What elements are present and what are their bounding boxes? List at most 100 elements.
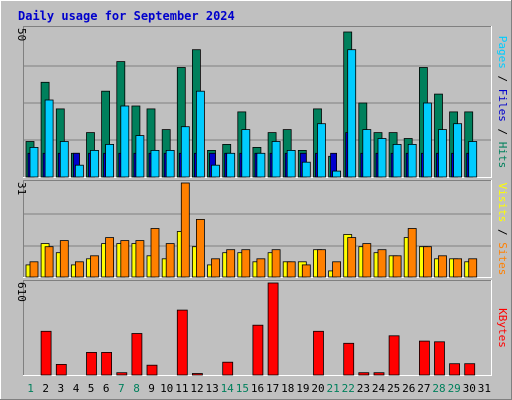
panel-pages-files-hits: 50 Pages / Files / Hits	[15, 26, 509, 178]
bar-kbytes-day-7	[116, 372, 128, 376]
bar-kbytes-day-30	[464, 363, 476, 376]
day-label-1: 1	[27, 382, 34, 395]
side-legend-: /	[496, 122, 509, 142]
bar-kbytes-day-25	[388, 335, 400, 376]
day-label-20: 20	[311, 382, 324, 395]
bar-sites-day-23	[362, 243, 372, 278]
day-label-2: 2	[42, 382, 49, 395]
side-legend-: /	[496, 69, 509, 89]
bar-pages-day-3	[59, 141, 69, 178]
side-legend-files: Files	[496, 89, 509, 122]
side-legend-kbytes: KBytes	[496, 308, 509, 348]
bar-kbytes-day-28	[434, 341, 445, 376]
bar-kbytes-day-29	[449, 363, 461, 376]
bar-kbytes-day-9	[146, 364, 158, 376]
day-label-16: 16	[251, 382, 264, 395]
bar-sites-day-15	[241, 249, 251, 278]
bar-pages-day-20	[317, 123, 326, 178]
bar-sites-day-2	[44, 246, 54, 278]
day-label-3: 3	[57, 382, 64, 395]
day-label-23: 23	[357, 382, 370, 395]
bar-pages-day-11	[180, 126, 190, 178]
bar-pages-day-1	[29, 146, 39, 178]
bar-pages-day-23	[362, 129, 372, 178]
bar-kbytes-day-12	[191, 373, 203, 376]
bar-pages-day-12	[195, 90, 205, 178]
bar-pages-day-25	[392, 143, 402, 178]
side-legend: KBytes	[496, 308, 509, 348]
bar-pages-day-9	[150, 149, 160, 178]
day-label-22: 22	[342, 382, 355, 395]
bar-sites-day-30	[468, 258, 478, 278]
bar-kbytes-day-14	[222, 361, 234, 376]
bar-pages-day-6	[105, 143, 114, 178]
bar-pages-day-17	[271, 141, 281, 178]
bar-kbytes-day-16	[252, 324, 264, 376]
bar-pages-day-24	[377, 138, 387, 178]
bar-sites-day-3	[59, 240, 69, 278]
bar-sites-day-14	[226, 249, 236, 278]
bar-sites-day-4	[75, 261, 84, 278]
bar-pages-day-10	[165, 149, 175, 178]
side-legend: Pages / Files / Hits	[496, 36, 509, 169]
bar-pages-day-16	[256, 152, 266, 178]
bar-sites-day-7	[120, 240, 130, 278]
chart-title: Daily usage for September 2024	[18, 9, 235, 23]
bar-sites-day-29	[453, 258, 463, 278]
bar-kbytes-day-5	[86, 351, 97, 376]
day-label-28: 28	[432, 382, 445, 395]
panel-visits-sites: 31 Visits / Sites	[15, 180, 509, 278]
day-label-15: 15	[236, 382, 249, 395]
bar-sites-day-22	[347, 237, 357, 278]
day-label-19: 19	[296, 382, 309, 395]
bar-pages-day-5	[90, 149, 99, 178]
bar-sites-day-1	[29, 261, 39, 278]
day-label-8: 8	[133, 382, 140, 395]
side-legend-sites: Sites	[496, 242, 509, 275]
bar-sites-day-26	[407, 228, 417, 278]
day-label-10: 10	[160, 382, 173, 395]
bar-pages-day-18	[286, 149, 296, 178]
bar-pages-day-13	[211, 164, 220, 178]
day-label-30: 30	[463, 382, 476, 395]
bar-pages-day-2	[44, 99, 54, 178]
bar-sites-day-6	[105, 237, 114, 278]
day-label-25: 25	[387, 382, 400, 395]
bar-sites-day-25	[392, 255, 402, 278]
bar-sites-day-13	[211, 258, 220, 278]
bar-pages-day-22	[347, 49, 357, 178]
day-label-17: 17	[266, 382, 279, 395]
bar-pages-day-19	[301, 161, 311, 178]
day-label-14: 14	[221, 382, 235, 395]
bar-pages-day-7	[120, 105, 130, 178]
bar-sites-day-19	[301, 264, 311, 278]
bar-kbytes-day-3	[55, 363, 67, 376]
day-label-5: 5	[88, 382, 95, 395]
bar-sites-day-16	[256, 258, 266, 278]
bar-kbytes-day-22	[343, 342, 355, 376]
day-label-21: 21	[326, 382, 339, 395]
y-max-label: 610	[15, 282, 28, 302]
bar-sites-day-24	[377, 249, 387, 278]
bar-kbytes-day-8	[131, 333, 143, 376]
day-label-24: 24	[372, 382, 386, 395]
bar-kbytes-day-23	[358, 372, 370, 376]
bar-kbytes-day-27	[418, 340, 430, 376]
day-label-27: 27	[417, 382, 430, 395]
day-label-11: 11	[175, 382, 188, 395]
bar-sites-day-10	[165, 243, 175, 278]
side-legend-: /	[496, 222, 509, 242]
bar-pages-day-8	[135, 135, 145, 178]
day-label-9: 9	[148, 382, 155, 395]
day-label-18: 18	[281, 382, 294, 395]
side-legend-pages: Pages	[496, 36, 509, 69]
day-label-6: 6	[103, 382, 110, 395]
bar-kbytes-day-24	[373, 372, 385, 376]
day-label-29: 29	[448, 382, 461, 395]
day-label-26: 26	[402, 382, 415, 395]
bar-sites-day-27	[422, 246, 432, 278]
bar-sites-day-9	[150, 228, 160, 278]
day-label-13: 13	[205, 382, 218, 395]
y-max-label: 50	[15, 28, 28, 41]
